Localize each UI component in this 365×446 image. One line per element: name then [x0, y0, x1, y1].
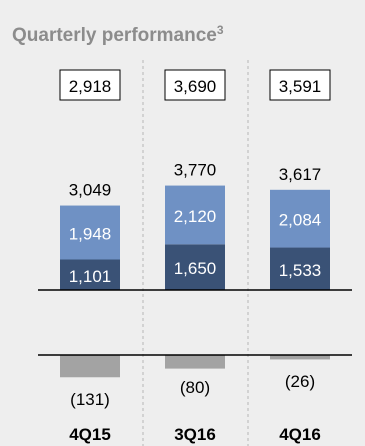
negative-label-4Q15: (131)	[70, 390, 110, 409]
negative-label-3Q16: (80)	[180, 378, 210, 397]
segment-label-light-3Q16: 2,120	[174, 207, 217, 226]
segment-label-dark-3Q16: 1,650	[174, 259, 217, 278]
segment-label-dark-4Q16: 1,533	[279, 261, 322, 280]
boxed-value-4Q15: 2,918	[69, 77, 112, 96]
bar-segment-dark-3Q16	[165, 244, 225, 290]
segment-label-dark-4Q15: 1,101	[69, 267, 112, 286]
bar-segment-light-4Q15	[60, 205, 120, 260]
negative-bar-4Q16	[270, 355, 330, 360]
category-label-4Q16: 4Q16	[279, 425, 321, 444]
negative-label-4Q16: (26)	[285, 372, 315, 391]
category-label-4Q15: 4Q15	[69, 425, 111, 444]
segment-label-light-4Q16: 2,084	[279, 211, 322, 230]
bar-segment-light-4Q16	[270, 189, 330, 248]
chart-title-text: Quarterly performance	[12, 25, 217, 46]
segment-label-light-4Q15: 1,948	[69, 225, 112, 244]
negative-bar-3Q16	[165, 355, 225, 369]
boxed-value-box-4Q16	[269, 69, 331, 101]
boxed-value-box-3Q16	[164, 69, 226, 101]
boxed-value-box-4Q15	[59, 69, 121, 101]
bar-segment-dark-4Q16	[270, 247, 330, 290]
bar-segment-dark-4Q15	[60, 259, 120, 290]
category-label-3Q16: 3Q16	[174, 425, 216, 444]
chart-title-footnote: 3	[217, 23, 224, 37]
chart-marks: 1,101 1,948 3,049 2,918 (131) 4Q15 1,650 2,120 3…	[38, 60, 352, 446]
total-label-4Q16: 3,617	[279, 165, 322, 184]
boxed-value-4Q16: 3,591	[279, 77, 322, 96]
chart-title: Quarterly performance3	[12, 23, 224, 46]
total-label-3Q16: 3,770	[174, 161, 217, 180]
total-label-4Q15: 3,049	[69, 181, 112, 200]
negative-bar-4Q15	[60, 355, 120, 378]
bar-segment-light-3Q16	[165, 185, 225, 245]
boxed-value-3Q16: 3,690	[174, 77, 217, 96]
